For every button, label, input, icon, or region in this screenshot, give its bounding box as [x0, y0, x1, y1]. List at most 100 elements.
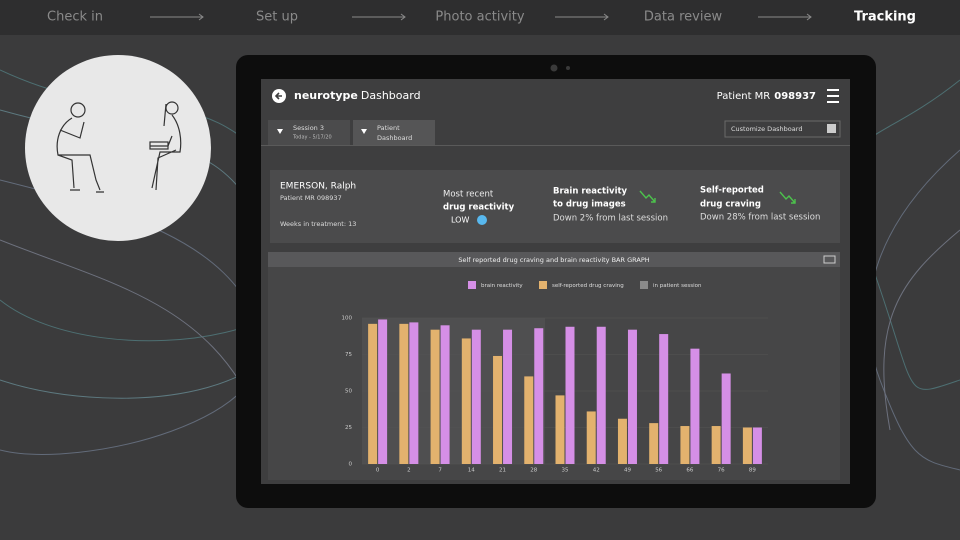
bar: [617, 418, 627, 464]
bar: [399, 323, 409, 464]
x-tick-label: 0: [376, 468, 380, 474]
bar: [368, 323, 378, 464]
bar: [534, 328, 544, 464]
bar: [524, 376, 534, 464]
bar: [493, 355, 503, 464]
bar: [721, 373, 731, 464]
y-tick-label: 75: [345, 352, 352, 358]
patient-mr: Patient MR 098937: [280, 194, 342, 202]
bar: [440, 325, 450, 464]
y-tick-label: 25: [345, 425, 352, 431]
trend-icon: [779, 191, 796, 204]
bar: [627, 329, 637, 464]
customize-button[interactable]: [724, 120, 841, 138]
x-tick-label: 7: [438, 468, 442, 474]
tab-caret: [361, 129, 367, 134]
bar: [649, 423, 659, 464]
x-tick-label: 49: [624, 468, 631, 474]
tab[interactable]: [268, 120, 350, 145]
legend-swatch: [539, 281, 547, 289]
patient-label: Patient MR: [717, 91, 771, 102]
illustration: [56, 101, 182, 193]
tab-title: Dashboard: [377, 134, 412, 142]
level-dot: [477, 215, 487, 225]
bar: [752, 427, 762, 464]
x-tick-label: 35: [562, 468, 569, 474]
chart-header: [268, 252, 840, 267]
legend-swatch: [640, 281, 648, 289]
back-arrow: [274, 92, 282, 100]
y-tick-label: 50: [345, 389, 352, 395]
tab-title: Session 3: [293, 124, 324, 132]
craving-title: Self-reported: [700, 186, 764, 196]
bar: [711, 426, 721, 464]
nav-step: Set up: [256, 10, 298, 25]
reactivity-label: Most recent: [443, 190, 494, 200]
nav-steps: Check in Set up Photo activity Data review T…: [47, 10, 916, 25]
brain-title: to drug images: [553, 200, 626, 210]
tab-active[interactable]: [353, 120, 435, 146]
nav-arrow-head: [400, 13, 406, 21]
x-tick-label: 14: [468, 468, 475, 474]
bar: [555, 395, 565, 464]
brain-title: Brain reactivity: [553, 187, 628, 197]
legend-label: brain reactivity: [481, 283, 523, 289]
bar: [680, 426, 690, 464]
bar: [596, 326, 606, 464]
bar: [586, 411, 596, 464]
tab-subtitle: Today - 5/17/20: [292, 135, 332, 141]
legend-label: in patient session: [653, 283, 702, 289]
sensor: [566, 66, 570, 70]
y-tick-label: 0: [349, 462, 353, 468]
nav-step: Tracking: [854, 10, 916, 25]
x-tick-label: 2: [407, 468, 411, 474]
x-tick-label: 66: [686, 468, 693, 474]
bar: [503, 329, 513, 464]
bar: [565, 326, 575, 464]
nav-step: Photo activity: [435, 10, 524, 25]
x-tick-label: 56: [655, 468, 662, 474]
nav-step: Data review: [644, 10, 723, 25]
reactivity-label: drug reactivity: [443, 203, 515, 213]
bar: [409, 322, 419, 464]
chart-title: Self reported drug craving and brain rea…: [458, 256, 649, 264]
patient-id: 098937: [774, 91, 816, 102]
summary-panel: [270, 170, 840, 243]
bar: [471, 329, 481, 464]
brain-change: Down 2% from last session: [553, 214, 668, 224]
customize-label: Customize Dashboard: [731, 125, 802, 133]
craving-change: Down 28% from last session: [700, 213, 820, 223]
page-title: Dashboard: [361, 89, 421, 102]
tab-line: [261, 145, 850, 146]
reactivity-level: LOW: [451, 216, 469, 225]
bar-chart: 0 25 50 75 100 brain reactivity self-reported …: [342, 281, 768, 474]
app-title: neurotype Dashboard: [294, 89, 421, 102]
tab-title: Patient: [377, 124, 400, 132]
nav-arrow-head: [603, 13, 609, 21]
expand-icon[interactable]: [823, 255, 836, 264]
nav-arrow-head: [198, 13, 204, 21]
patient-header: Patient MR 098937: [717, 91, 816, 102]
x-tick-label: 89: [749, 468, 756, 474]
illustration-circle: [25, 55, 211, 241]
y-tick-label: 100: [342, 316, 353, 322]
bar: [659, 334, 669, 464]
legend-label: self-reported drug craving: [552, 283, 624, 289]
menu-button[interactable]: [827, 89, 839, 103]
craving-title: drug craving: [700, 200, 761, 210]
bar: [378, 319, 388, 464]
bar: [690, 348, 700, 464]
tab-caret: [277, 129, 283, 134]
trend-icon: [639, 190, 656, 203]
customize-icon: [827, 124, 836, 133]
nav-step: Check in: [47, 10, 103, 25]
camera: [550, 64, 558, 72]
brand: neurotype: [294, 89, 358, 102]
legend-swatch: [468, 281, 476, 289]
x-tick-label: 76: [718, 468, 725, 474]
x-tick-label: 42: [593, 468, 600, 474]
bar: [742, 427, 752, 464]
weeks: Weeks in treatment: 13: [280, 220, 356, 228]
